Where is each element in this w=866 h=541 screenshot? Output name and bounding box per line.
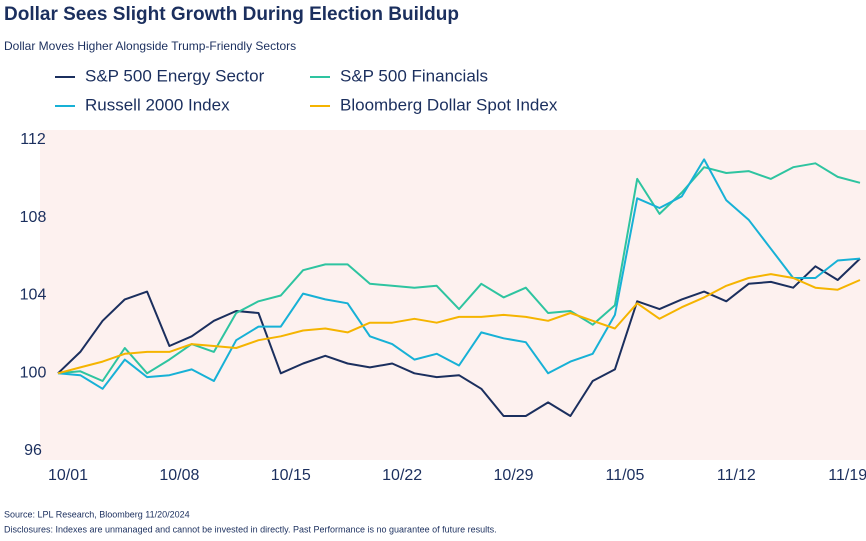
legend-label: Bloomberg Dollar Spot Index: [340, 95, 558, 114]
x-tick-label: 11/19: [828, 467, 866, 484]
source: Source: LPL Research, Bloomberg 11/20/20…: [4, 509, 190, 519]
legend-label: S&P 500 Energy Sector: [85, 66, 265, 85]
x-tick-label: 10/29: [494, 467, 534, 484]
x-tick-label: 10/01: [48, 467, 88, 484]
y-tick-label: 96: [24, 442, 42, 459]
y-tick-label: 108: [20, 209, 47, 226]
series-line: [57, 158, 861, 390]
y-tick-label: 100: [20, 364, 47, 381]
chart-subtitle: Dollar Moves Higher Alongside Trump-Frie…: [4, 39, 296, 53]
x-tick-label: 10/08: [159, 467, 199, 484]
legend-label: Russell 2000 Index: [85, 95, 230, 114]
series-line: [57, 257, 861, 417]
y-tick-label: 104: [20, 287, 47, 304]
legend-label: S&P 500 Financials: [340, 66, 488, 85]
chart-title: Dollar Sees Slight Growth During Electio…: [4, 4, 459, 25]
disclosures: Disclosures: Indexes are unmanaged and c…: [4, 524, 497, 534]
x-tick-label: 11/05: [606, 467, 645, 484]
x-tick-label: 10/15: [271, 467, 311, 484]
y-tick-label: 112: [20, 131, 46, 148]
x-tick-label: 10/22: [382, 467, 422, 484]
x-tick-label: 11/12: [717, 467, 756, 484]
series-line: [57, 273, 861, 375]
plot-area: [40, 130, 866, 460]
